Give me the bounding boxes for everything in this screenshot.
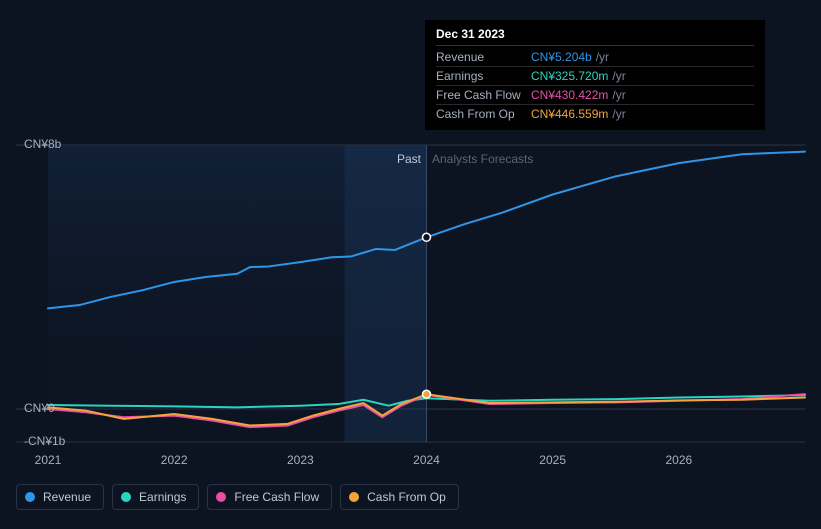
legend-item-label: Earnings bbox=[139, 490, 186, 504]
tooltip-row: Cash From OpCN¥446.559m/yr bbox=[436, 105, 754, 123]
tooltip-row-value: CN¥446.559m bbox=[531, 107, 608, 121]
legend-item-earnings[interactable]: Earnings bbox=[112, 484, 199, 510]
chart-legend: Revenue Earnings Free Cash Flow Cash From O… bbox=[16, 484, 459, 510]
x-axis-tick-label: 2022 bbox=[161, 453, 188, 467]
tooltip-row-unit: /yr bbox=[612, 88, 625, 102]
x-axis-tick-label: 2025 bbox=[539, 453, 566, 467]
tooltip-row: EarningsCN¥325.720m/yr bbox=[436, 67, 754, 86]
tooltip-row: RevenueCN¥5.204b/yr bbox=[436, 48, 754, 67]
y-axis-tick-label: CN¥8b bbox=[24, 137, 61, 151]
x-axis-tick-label: 2024 bbox=[413, 453, 440, 467]
forecast-section-label: Analysts Forecasts bbox=[432, 152, 533, 166]
tooltip-row-value: CN¥325.720m bbox=[531, 69, 608, 83]
tooltip-row-value: CN¥430.422m bbox=[531, 88, 608, 102]
x-axis-tick-label: 2021 bbox=[35, 453, 62, 467]
legend-swatch-icon bbox=[25, 492, 35, 502]
legend-item-cfo[interactable]: Cash From Op bbox=[340, 484, 459, 510]
legend-item-label: Revenue bbox=[43, 490, 91, 504]
legend-swatch-icon bbox=[216, 492, 226, 502]
tooltip-row-unit: /yr bbox=[612, 107, 625, 121]
financial-chart: Past Analysts Forecasts Dec 31 2023 Reve… bbox=[0, 0, 821, 524]
tooltip-row-unit: /yr bbox=[612, 69, 625, 83]
tooltip-date: Dec 31 2023 bbox=[436, 27, 754, 46]
legend-item-label: Free Cash Flow bbox=[234, 490, 319, 504]
x-axis-tick-label: 2023 bbox=[287, 453, 314, 467]
past-section-label: Past bbox=[397, 152, 421, 166]
tooltip-row-label: Earnings bbox=[436, 69, 531, 83]
tooltip-row-value: CN¥5.204b bbox=[531, 50, 592, 64]
tooltip-row: Free Cash FlowCN¥430.422m/yr bbox=[436, 86, 754, 105]
tooltip-row-label: Cash From Op bbox=[436, 107, 531, 121]
y-axis-tick-label: CN¥0 bbox=[24, 401, 55, 415]
tooltip-row-unit: /yr bbox=[596, 50, 609, 64]
y-axis-tick-label: -CN¥1b bbox=[24, 434, 65, 448]
legend-swatch-icon bbox=[121, 492, 131, 502]
legend-item-revenue[interactable]: Revenue bbox=[16, 484, 104, 510]
legend-swatch-icon bbox=[349, 492, 359, 502]
tooltip-row-label: Free Cash Flow bbox=[436, 88, 531, 102]
tooltip-row-label: Revenue bbox=[436, 50, 531, 64]
x-axis-tick-label: 2026 bbox=[665, 453, 692, 467]
data-tooltip: Dec 31 2023 RevenueCN¥5.204b/yrEarningsC… bbox=[425, 20, 765, 130]
legend-item-label: Cash From Op bbox=[367, 490, 446, 504]
legend-item-fcf[interactable]: Free Cash Flow bbox=[207, 484, 332, 510]
